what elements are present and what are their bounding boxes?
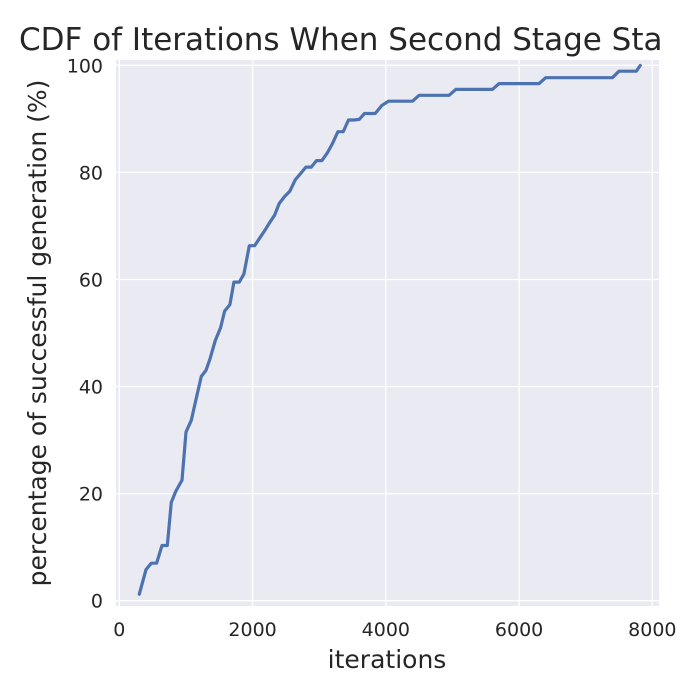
x-tick-labels: 0 2000 4000 6000 8000 bbox=[113, 619, 676, 641]
x-tick-label: 4000 bbox=[362, 619, 410, 641]
x-gridlines bbox=[118, 60, 653, 606]
plot-area bbox=[116, 60, 659, 606]
y-tick-label: 40 bbox=[79, 377, 103, 399]
x-tick-label: 6000 bbox=[495, 619, 543, 641]
y-tick-label: 60 bbox=[79, 269, 103, 291]
x-tick-label: 0 bbox=[113, 619, 125, 641]
y-gridlines bbox=[116, 64, 659, 602]
x-axis-label: iterations bbox=[328, 645, 447, 674]
x-tick-label: 2000 bbox=[228, 619, 276, 641]
y-tick-label: 0 bbox=[91, 591, 103, 613]
x-tick-label: 8000 bbox=[628, 619, 676, 641]
chart-title: CDF of Iterations When Second Stage Sta bbox=[19, 22, 663, 58]
y-tick-label: 100 bbox=[67, 55, 103, 77]
series-group bbox=[137, 63, 642, 596]
cdf-series-line bbox=[137, 63, 642, 596]
y-tick-labels: 0 20 40 60 80 100 bbox=[67, 55, 103, 612]
y-axis-label: percentage of successful generation (%) bbox=[23, 80, 52, 587]
y-tick-label: 80 bbox=[79, 162, 103, 184]
y-tick-label: 20 bbox=[79, 484, 103, 506]
